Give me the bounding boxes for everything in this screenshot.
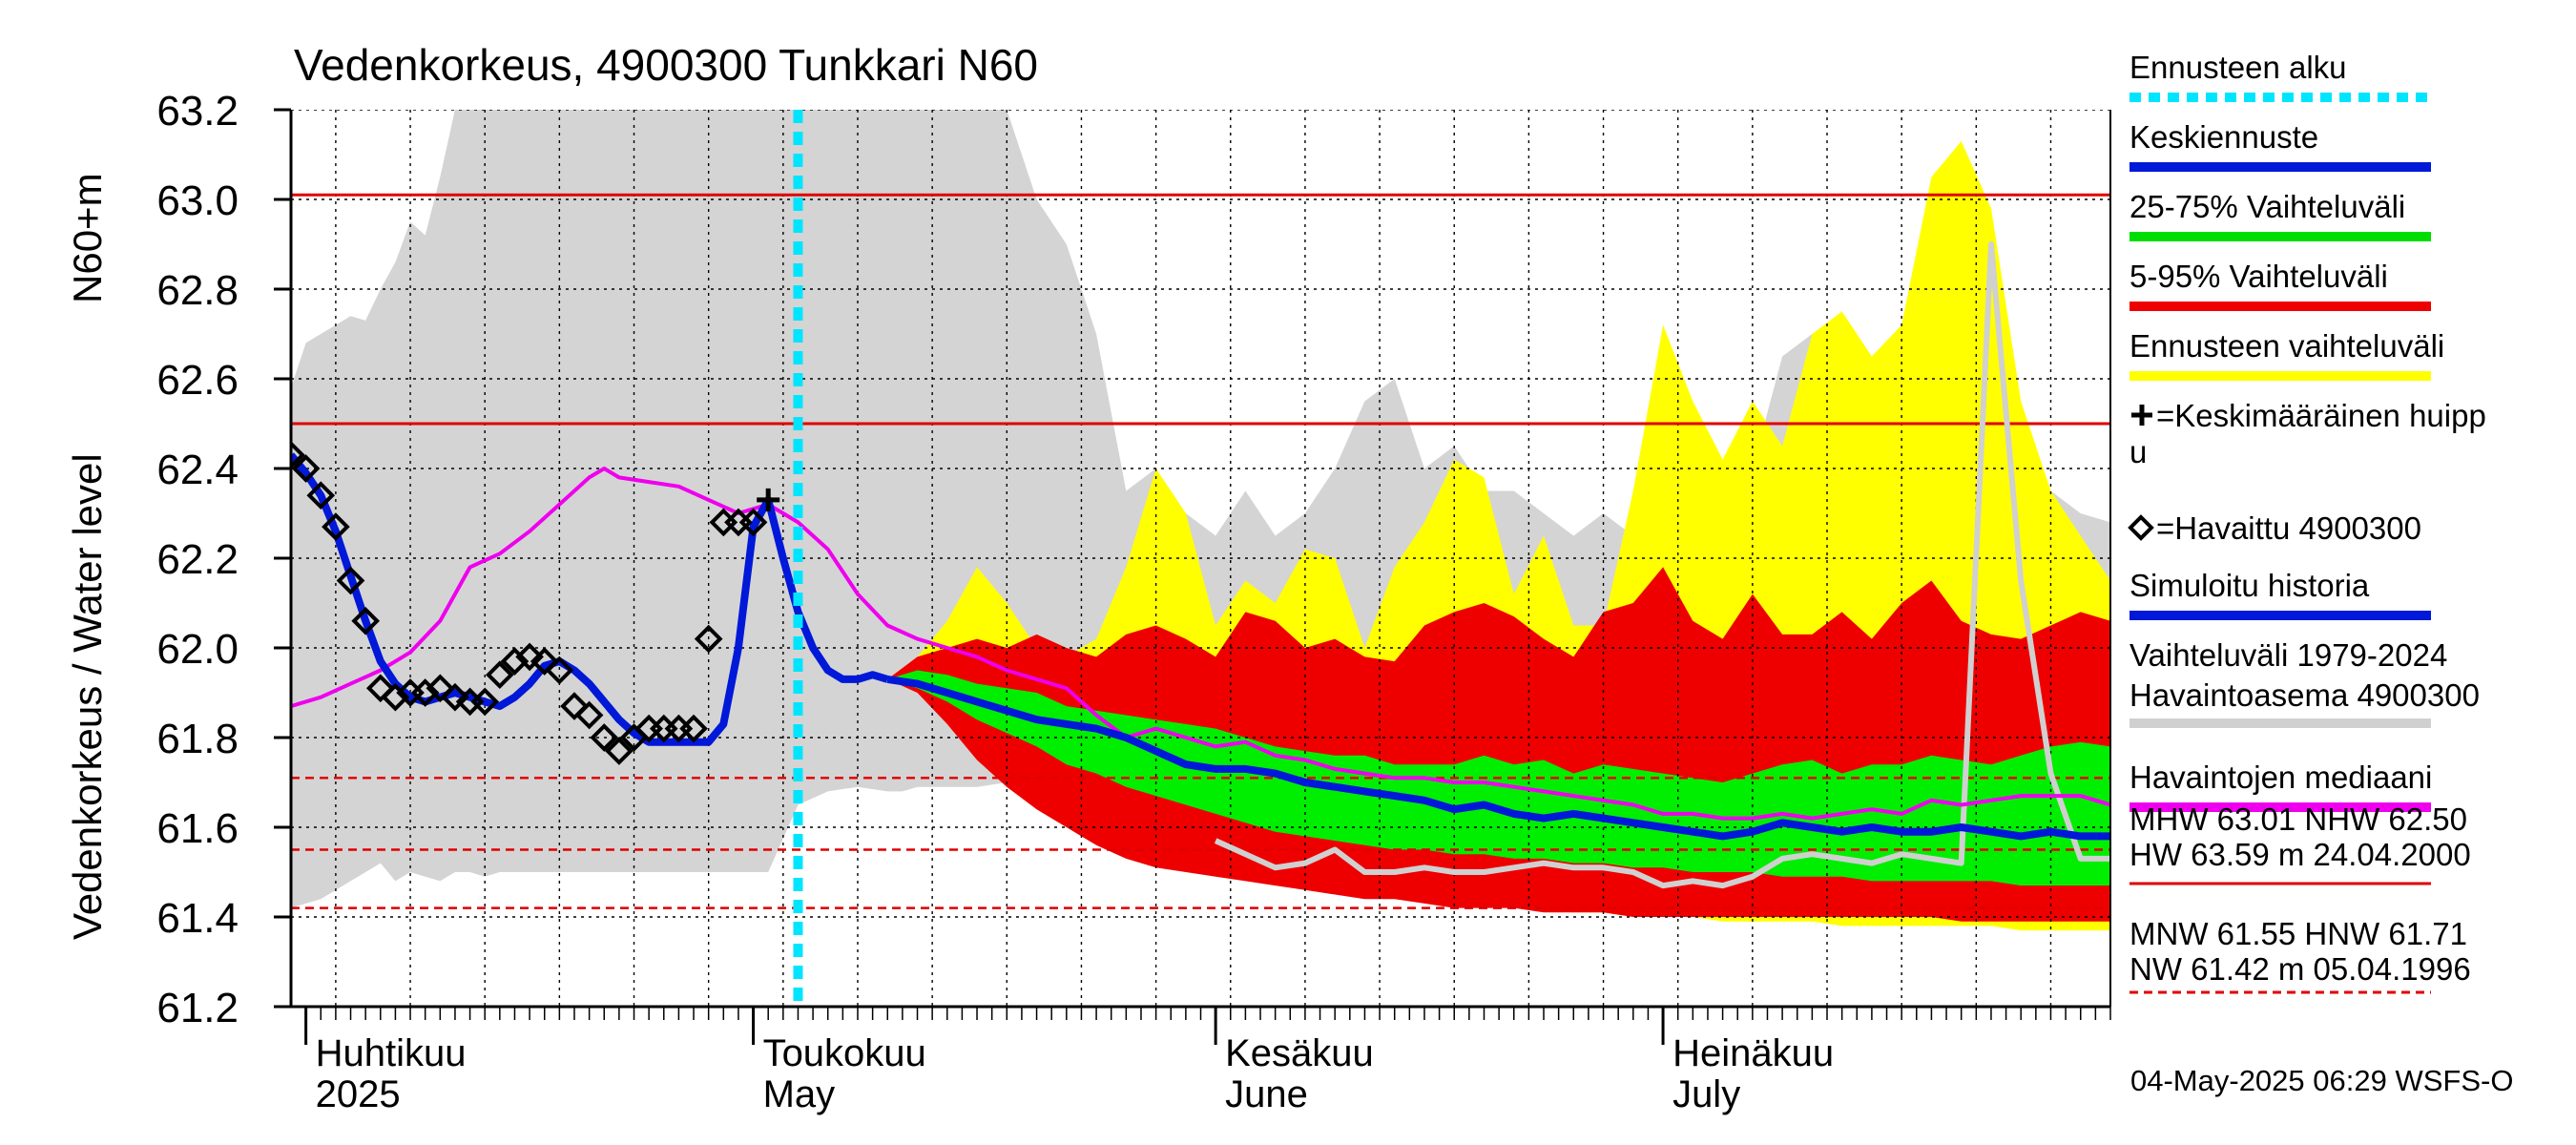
legend-label-cont: u (2129, 434, 2147, 469)
month-label-en: 2025 (316, 1073, 401, 1115)
series-station-range-line (1214, 241, 2110, 889)
observed-point (500, 647, 530, 676)
stat-mhw-nhw: MHW 63.01 NHW 62.50 (2129, 802, 2467, 837)
observed-point (679, 714, 708, 743)
observed-points (291, 441, 768, 765)
y-tick-label: 61.6 (156, 805, 239, 852)
legend-label-cont: Havaintoasema 4900300 (2129, 677, 2480, 713)
month-label-fi: Toukokuu (763, 1032, 926, 1074)
observed-point (738, 508, 768, 537)
series-simulated-history-line (291, 452, 889, 746)
legend-label: Keskiennuste (2129, 119, 2318, 155)
observed-point (560, 692, 589, 720)
legend-label: 25-75% Vaihteluväli (2129, 189, 2405, 224)
y-tick-label: 61.2 (156, 985, 239, 1031)
y-tick-label: 61.8 (156, 716, 239, 762)
observed-point (574, 700, 604, 730)
y-tick-label: 62.6 (156, 357, 239, 404)
observed-point (470, 687, 500, 717)
observed-point (694, 624, 723, 654)
stat-mnw-hnw: MNW 61.55 HNW 61.71 (2129, 916, 2467, 951)
y-tick-label: 63.2 (156, 88, 239, 135)
plot-area: 61.2 61.4 61.6 61.8 62.0 62.2 62.4 62.6 62.8 63.0… (156, 88, 2111, 1115)
legend-label: =Keskimääräinen huipp (2156, 398, 2486, 433)
legend-label: Havaintojen mediaani (2129, 760, 2432, 795)
grid (291, 110, 2110, 1007)
observed-point (590, 723, 619, 752)
legend-label: Ennusteen alku (2129, 50, 2347, 85)
month-label-en: May (763, 1073, 836, 1115)
legend-label: 5-95% Vaihteluväli (2129, 259, 2388, 294)
observed-point (336, 566, 365, 595)
month-label-fi: Kesäkuu (1225, 1032, 1374, 1074)
observed-point (545, 656, 574, 685)
observed-point (441, 682, 469, 712)
month-label-fi: Heinäkuu (1672, 1032, 1834, 1074)
observed-point (365, 674, 395, 703)
month-label-en: June (1225, 1073, 1308, 1115)
y-tick-label: 63.0 (156, 177, 239, 224)
plot-content (291, 110, 2110, 1007)
y-tick-label: 62.2 (156, 536, 239, 583)
month-label-fi: Huhtikuu (316, 1032, 467, 1074)
observed-point (515, 642, 544, 672)
observed-point (322, 512, 350, 541)
month-label-en: July (1672, 1073, 1740, 1115)
y-tick-label: 62.0 (156, 626, 239, 673)
observed-point (381, 682, 410, 712)
observed-point (605, 737, 634, 765)
legend: Ennusteen alku Keskiennuste 25-75% Vaihtel… (2128, 50, 2486, 812)
observed-point (306, 481, 336, 510)
stat-hw: HW 63.59 m 24.04.2000 (2129, 837, 2471, 872)
observed-point (410, 678, 440, 707)
y-axis-title: Vedenkorkeus / Water level (65, 453, 110, 940)
legend-label: Vaihteluväli 1979-2024 (2129, 637, 2447, 673)
y-tick-label: 62.8 (156, 267, 239, 314)
legend-plus-icon (2131, 405, 2152, 426)
observed-point (530, 647, 559, 676)
observed-point (291, 454, 321, 483)
stat-nw: NW 61.42 m 05.04.1996 (2129, 951, 2471, 987)
y-tick-label: 61.4 (156, 895, 239, 942)
y-tick-label: 62.4 (156, 447, 239, 493)
observed-point (351, 606, 380, 635)
mean-peak-marker (757, 488, 780, 511)
series-forecast-mean-line (886, 675, 2110, 841)
statistics-panel: MHW 63.01 NHW 62.50 HW 63.59 m 24.04.200… (2129, 802, 2471, 994)
legend-label: Ennusteen vaihteluväli (2129, 328, 2444, 364)
legend-label: Simuloitu historia (2129, 568, 2370, 603)
legend-label: =Havaittu 4900300 (2156, 510, 2421, 546)
observed-point (426, 674, 455, 703)
footer-timestamp: 04-May-2025 06:29 WSFS-O (2130, 1064, 2513, 1097)
series-median-line (291, 467, 2110, 821)
y-axis-unit-label: N60+m (65, 173, 110, 303)
observed-point (486, 660, 514, 690)
chart-title: Vedenkorkeus, 4900300 Tunkkari N60 (294, 40, 1038, 90)
observed-point (291, 441, 305, 469)
legend-diamond-icon (2128, 514, 2154, 541)
